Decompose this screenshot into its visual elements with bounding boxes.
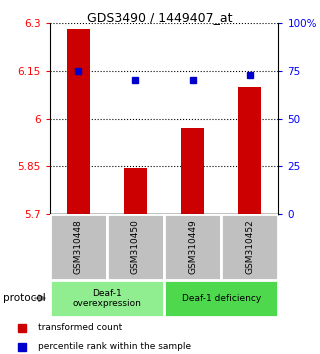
Text: GSM310452: GSM310452 <box>245 219 254 274</box>
Bar <box>50 214 107 280</box>
Text: GSM310448: GSM310448 <box>74 219 83 274</box>
Text: percentile rank within the sample: percentile rank within the sample <box>37 342 191 351</box>
Bar <box>50 280 164 317</box>
Bar <box>238 87 261 214</box>
Text: GDS3490 / 1449407_at: GDS3490 / 1449407_at <box>87 11 233 24</box>
Bar <box>181 128 204 214</box>
Text: Deaf-1 deficiency: Deaf-1 deficiency <box>181 294 261 303</box>
Text: transformed count: transformed count <box>37 323 122 332</box>
Text: GSM310449: GSM310449 <box>188 219 197 274</box>
Bar <box>107 214 164 280</box>
Bar <box>221 214 278 280</box>
Text: GSM310450: GSM310450 <box>131 219 140 274</box>
Bar <box>164 280 278 317</box>
Bar <box>67 29 90 214</box>
Text: protocol: protocol <box>3 293 46 303</box>
Bar <box>124 168 147 214</box>
Text: Deaf-1
overexpression: Deaf-1 overexpression <box>72 289 141 308</box>
Bar <box>164 214 221 280</box>
